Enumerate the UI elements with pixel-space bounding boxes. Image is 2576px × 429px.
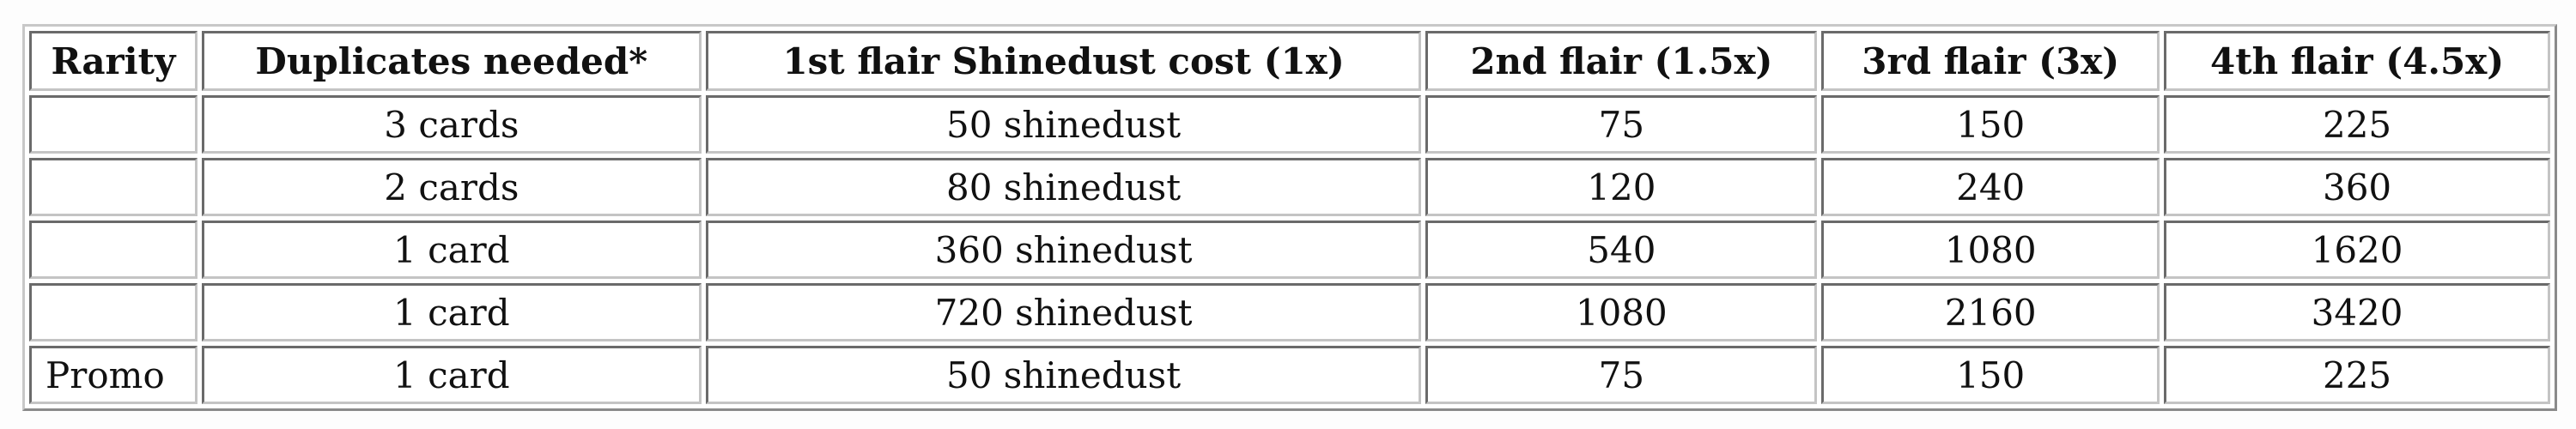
header-3rd-flair: 3rd flair (3x) bbox=[1821, 31, 2160, 91]
second-flair-cell: 540 bbox=[1425, 221, 1818, 279]
header-2nd-flair: 2nd flair (1.5x) bbox=[1425, 31, 1818, 91]
second-flair-cell: 75 bbox=[1425, 346, 1818, 404]
table-row: Promo 1 card 50 shinedust 75 150 225 bbox=[29, 346, 2550, 404]
first-flair-cell: 360 shinedust bbox=[705, 221, 1422, 279]
header-1st-flair: 1st flair Shinedust cost (1x) bbox=[705, 31, 1422, 91]
first-flair-cell: 50 shinedust bbox=[705, 346, 1422, 404]
fourth-flair-cell: 360 bbox=[2164, 158, 2550, 216]
duplicates-cell: 2 cards bbox=[201, 158, 702, 216]
table-row: 3 cards 50 shinedust 75 150 225 bbox=[29, 95, 2550, 154]
third-flair-cell: 150 bbox=[1821, 95, 2160, 154]
third-flair-cell: 240 bbox=[1821, 158, 2160, 216]
rarity-cell: Promo bbox=[29, 346, 197, 404]
duplicates-cell: 1 card bbox=[201, 221, 702, 279]
rarity-cell bbox=[29, 95, 197, 154]
fourth-flair-cell: 3420 bbox=[2164, 283, 2550, 341]
table-row: 1 card 360 shinedust 540 1080 1620 bbox=[29, 221, 2550, 279]
second-flair-cell: 75 bbox=[1425, 95, 1818, 154]
header-rarity: Rarity bbox=[29, 31, 197, 91]
shinedust-cost-table: Rarity Duplicates needed* 1st flair Shin… bbox=[22, 24, 2557, 411]
fourth-flair-cell: 225 bbox=[2164, 95, 2550, 154]
third-flair-cell: 150 bbox=[1821, 346, 2160, 404]
first-flair-cell: 80 shinedust bbox=[705, 158, 1422, 216]
first-flair-cell: 50 shinedust bbox=[705, 95, 1422, 154]
second-flair-cell: 120 bbox=[1425, 158, 1818, 216]
rarity-cell bbox=[29, 221, 197, 279]
duplicates-cell: 3 cards bbox=[201, 95, 702, 154]
table-row: 2 cards 80 shinedust 120 240 360 bbox=[29, 158, 2550, 216]
duplicates-cell: 1 card bbox=[201, 283, 702, 341]
fourth-flair-cell: 1620 bbox=[2164, 221, 2550, 279]
third-flair-cell: 1080 bbox=[1821, 221, 2160, 279]
table-row: 1 card 720 shinedust 1080 2160 3420 bbox=[29, 283, 2550, 341]
second-flair-cell: 1080 bbox=[1425, 283, 1818, 341]
rarity-cell bbox=[29, 283, 197, 341]
header-4th-flair: 4th flair (4.5x) bbox=[2164, 31, 2550, 91]
duplicates-cell: 1 card bbox=[201, 346, 702, 404]
third-flair-cell: 2160 bbox=[1821, 283, 2160, 341]
header-duplicates: Duplicates needed* bbox=[201, 31, 702, 91]
rarity-cell bbox=[29, 158, 197, 216]
first-flair-cell: 720 shinedust bbox=[705, 283, 1422, 341]
fourth-flair-cell: 225 bbox=[2164, 346, 2550, 404]
header-row: Rarity Duplicates needed* 1st flair Shin… bbox=[29, 31, 2550, 91]
